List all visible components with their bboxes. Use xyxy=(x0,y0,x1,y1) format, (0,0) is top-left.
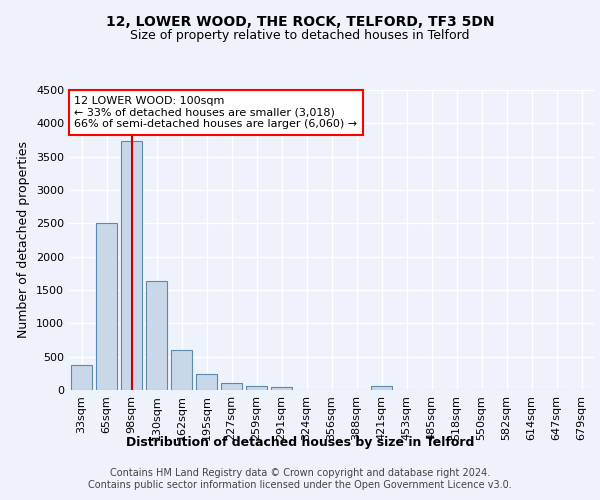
Text: 12, LOWER WOOD, THE ROCK, TELFORD, TF3 5DN: 12, LOWER WOOD, THE ROCK, TELFORD, TF3 5… xyxy=(106,16,494,30)
Bar xyxy=(246,386,267,390)
Bar xyxy=(271,387,292,390)
Bar xyxy=(221,383,242,390)
Text: Distribution of detached houses by size in Telford: Distribution of detached houses by size … xyxy=(126,436,474,449)
Text: Contains public sector information licensed under the Open Government Licence v3: Contains public sector information licen… xyxy=(88,480,512,490)
Bar xyxy=(171,350,192,390)
Bar xyxy=(371,386,392,390)
Bar xyxy=(96,224,117,390)
Text: Contains HM Land Registry data © Crown copyright and database right 2024.: Contains HM Land Registry data © Crown c… xyxy=(110,468,490,477)
Bar xyxy=(146,280,167,390)
Text: 12 LOWER WOOD: 100sqm
← 33% of detached houses are smaller (3,018)
66% of semi-d: 12 LOWER WOOD: 100sqm ← 33% of detached … xyxy=(74,96,358,129)
Bar xyxy=(71,364,92,390)
Y-axis label: Number of detached properties: Number of detached properties xyxy=(17,142,31,338)
Text: Size of property relative to detached houses in Telford: Size of property relative to detached ho… xyxy=(130,28,470,42)
Bar xyxy=(121,142,142,390)
Bar xyxy=(196,374,217,390)
